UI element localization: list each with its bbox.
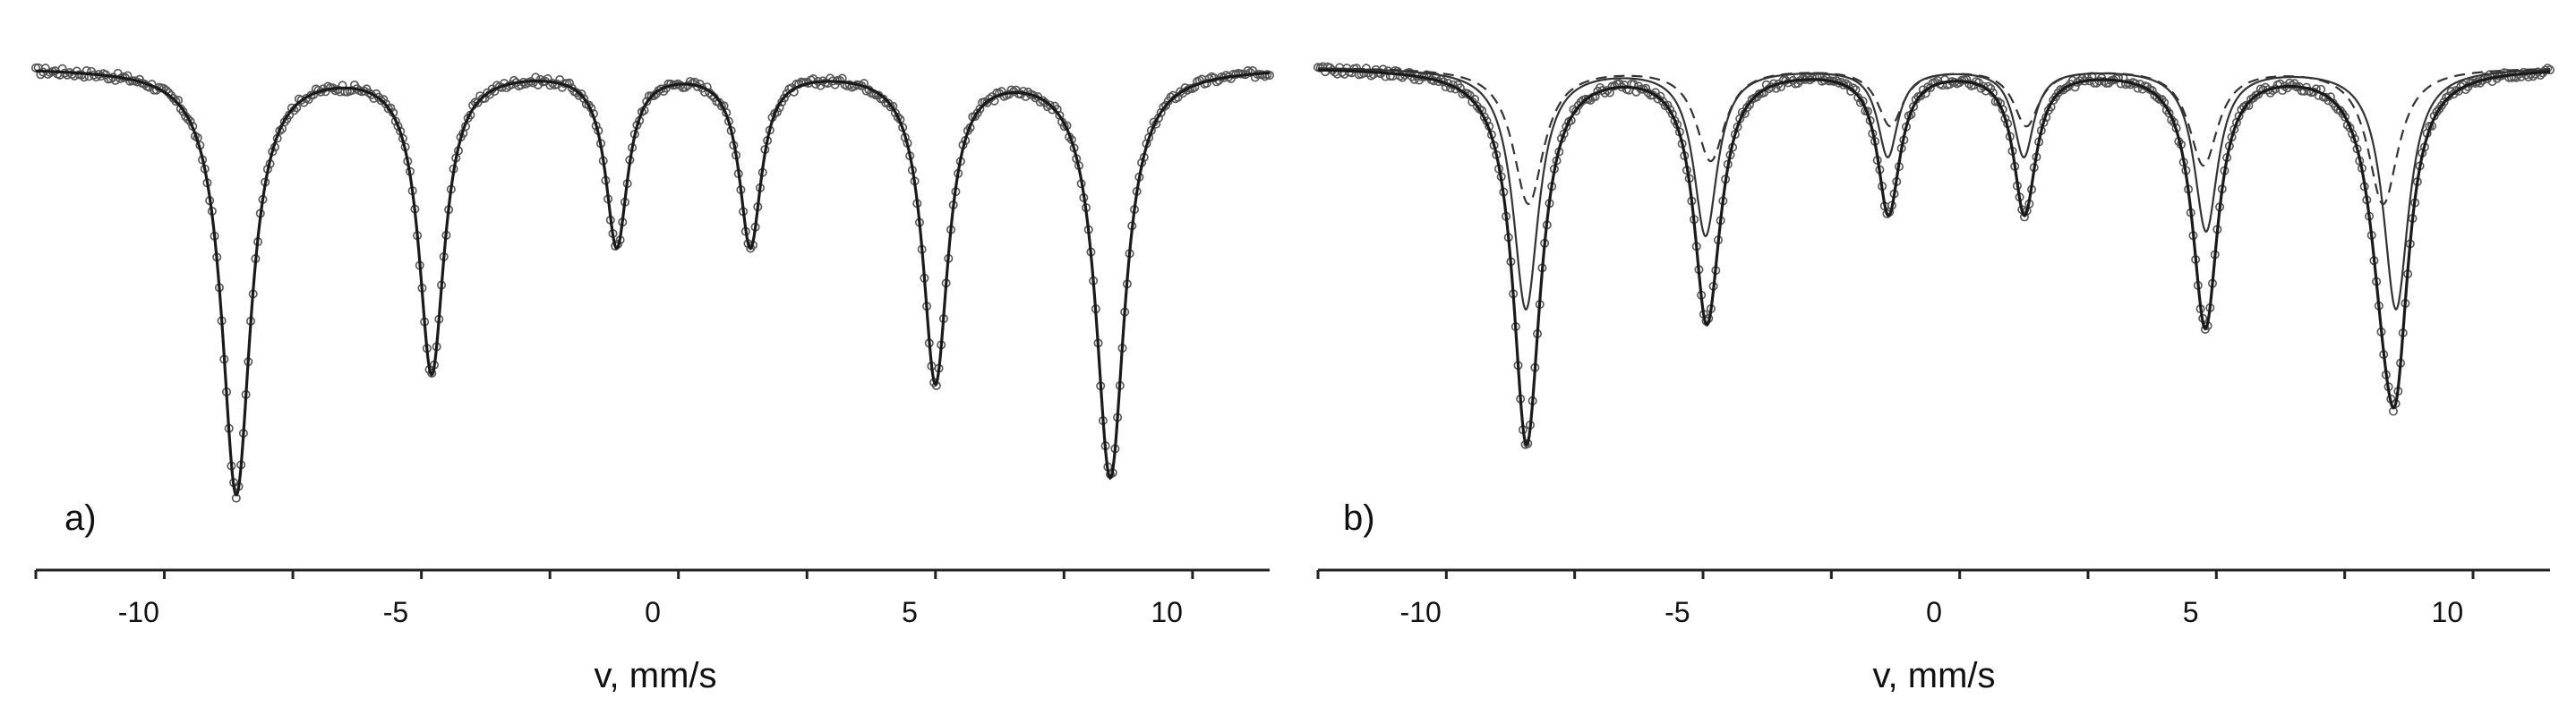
data-point bbox=[2439, 97, 2449, 106]
data-point bbox=[649, 90, 659, 100]
data-point bbox=[1018, 86, 1028, 96]
panel-a-x-ticks: -10 -5 0 5 10 bbox=[34, 570, 1194, 628]
x-tick-label: -10 bbox=[118, 596, 159, 628]
data-point bbox=[656, 84, 666, 94]
panel-b-data-points bbox=[1314, 62, 2555, 449]
data-point bbox=[1742, 102, 1752, 112]
x-tick-label: -10 bbox=[1400, 596, 1442, 628]
x-tick-label: 0 bbox=[645, 596, 661, 628]
panel-b-x-axis-label: v, mm/s bbox=[1872, 656, 1995, 695]
x-tick-label: 10 bbox=[2432, 596, 2464, 628]
data-point bbox=[1265, 71, 1275, 81]
panel-b-thin-component-line bbox=[1317, 67, 2551, 311]
data-point bbox=[2254, 89, 2264, 99]
data-point bbox=[1571, 106, 1581, 116]
data-point bbox=[1925, 83, 1935, 93]
panel-b: b) -10 -5 0 5 10 v, mm/s bbox=[1314, 62, 2555, 695]
panel-a: a) -10 -5 0 5 10 v, mm/s bbox=[30, 63, 1275, 695]
data-point bbox=[577, 89, 586, 98]
data-point bbox=[579, 94, 589, 104]
data-point bbox=[779, 93, 789, 103]
data-point bbox=[427, 369, 437, 379]
panel-a-x-axis-label: v, mm/s bbox=[594, 656, 716, 695]
x-tick-label: 10 bbox=[1151, 596, 1183, 628]
panel-b-label: b) bbox=[1343, 498, 1375, 538]
data-point bbox=[893, 112, 903, 122]
x-tick-label: 0 bbox=[1926, 596, 1942, 628]
data-point bbox=[1993, 97, 2003, 106]
data-point bbox=[1156, 107, 1166, 117]
data-point bbox=[528, 78, 538, 88]
panel-b-total-fit-line bbox=[1317, 68, 2551, 447]
x-tick-label: 5 bbox=[902, 596, 918, 628]
data-point bbox=[2443, 91, 2453, 101]
data-point bbox=[1161, 100, 1171, 110]
x-tick-label: -5 bbox=[383, 596, 408, 628]
data-point bbox=[2152, 92, 2162, 102]
panel-b-x-ticks: -10 -5 0 5 10 bbox=[1316, 570, 2475, 628]
panel-a-total-fit-line bbox=[35, 69, 1271, 497]
data-point bbox=[1045, 100, 1055, 110]
x-tick-label: -5 bbox=[1665, 596, 1690, 628]
panel-a-label: a) bbox=[64, 498, 97, 538]
x-tick-label: 5 bbox=[2183, 596, 2199, 628]
data-point bbox=[2341, 112, 2350, 122]
